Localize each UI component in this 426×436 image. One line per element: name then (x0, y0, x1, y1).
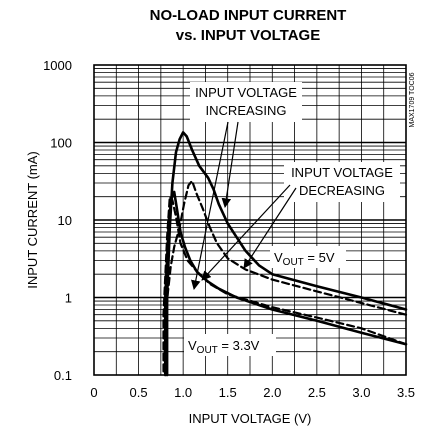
y-tick-label: 1000 (43, 58, 72, 73)
y-tick-label: 1 (65, 291, 72, 306)
y-tick-label: 100 (50, 136, 72, 151)
annot-bg-vout5 (270, 246, 346, 268)
figure-code: MAX1709 TOC06 (409, 72, 416, 127)
annot-vout33-sub: OUT (197, 345, 218, 356)
x-tick-labels: 0 0.5 1.0 1.5 2.0 2.5 3.0 3.5 (90, 385, 415, 400)
x-tick-label: 2.5 (308, 385, 326, 400)
chart-subtitle: vs. INPUT VOLTAGE (176, 27, 320, 44)
chart-title: NO-LOAD INPUT CURRENT (150, 7, 347, 24)
annot-vout5-v: V (274, 250, 283, 265)
annot-bg-decreasing (284, 162, 400, 202)
y-tick-label: 0.1 (54, 368, 72, 383)
x-tick-label: 2.0 (263, 385, 281, 400)
annot-vout33: VOUT = 3.3V (188, 338, 260, 356)
y-tick-labels: 0.1 1 10 100 1000 (43, 58, 72, 383)
x-tick-label: 0.5 (130, 385, 148, 400)
annot-vout5-sub: OUT (283, 257, 304, 268)
arrow-increasing-a (191, 121, 229, 290)
x-axis-label: INPUT VOLTAGE (V) (189, 411, 312, 426)
x-tick-label: 1.0 (174, 385, 192, 400)
annot-bg-increasing (190, 82, 302, 122)
annot-bg-vout33 (184, 334, 276, 356)
series-line-5V-decreasing (164, 179, 408, 377)
x-tick-label: 3.0 (352, 385, 370, 400)
annot-vout5: VOUT = 5V (274, 250, 335, 268)
series-line-3_3V-increasing (164, 190, 408, 377)
annot-decreasing-line1: INPUT VOLTAGE (291, 165, 393, 180)
annot-vout33-v: V (188, 338, 197, 353)
annot-increasing-line2: INCREASING (206, 103, 287, 118)
series-group (162, 131, 408, 377)
arrow-decreasing-b (243, 187, 297, 269)
y-tick-label: 10 (58, 213, 72, 228)
annotation-arrows (191, 121, 297, 290)
annot-vout33-val: = 3.3V (218, 338, 260, 353)
arrow-decreasing-a (201, 184, 291, 281)
x-tick-label: 0 (90, 385, 97, 400)
x-tick-label: 1.5 (219, 385, 237, 400)
annot-vout5-val: = 5V (304, 250, 335, 265)
arrow-increasing-b (221, 121, 239, 208)
x-tick-label: 3.5 (397, 385, 415, 400)
series-line-5V-increasing (165, 131, 408, 377)
annot-decreasing-line2: DECREASING (299, 183, 385, 198)
annot-increasing-line1: INPUT VOLTAGE (195, 85, 297, 100)
series-line-3_3V-decreasing (162, 195, 408, 377)
plot-frame (93, 64, 407, 376)
y-axis-label: INPUT CURRENT (mA) (25, 151, 40, 288)
